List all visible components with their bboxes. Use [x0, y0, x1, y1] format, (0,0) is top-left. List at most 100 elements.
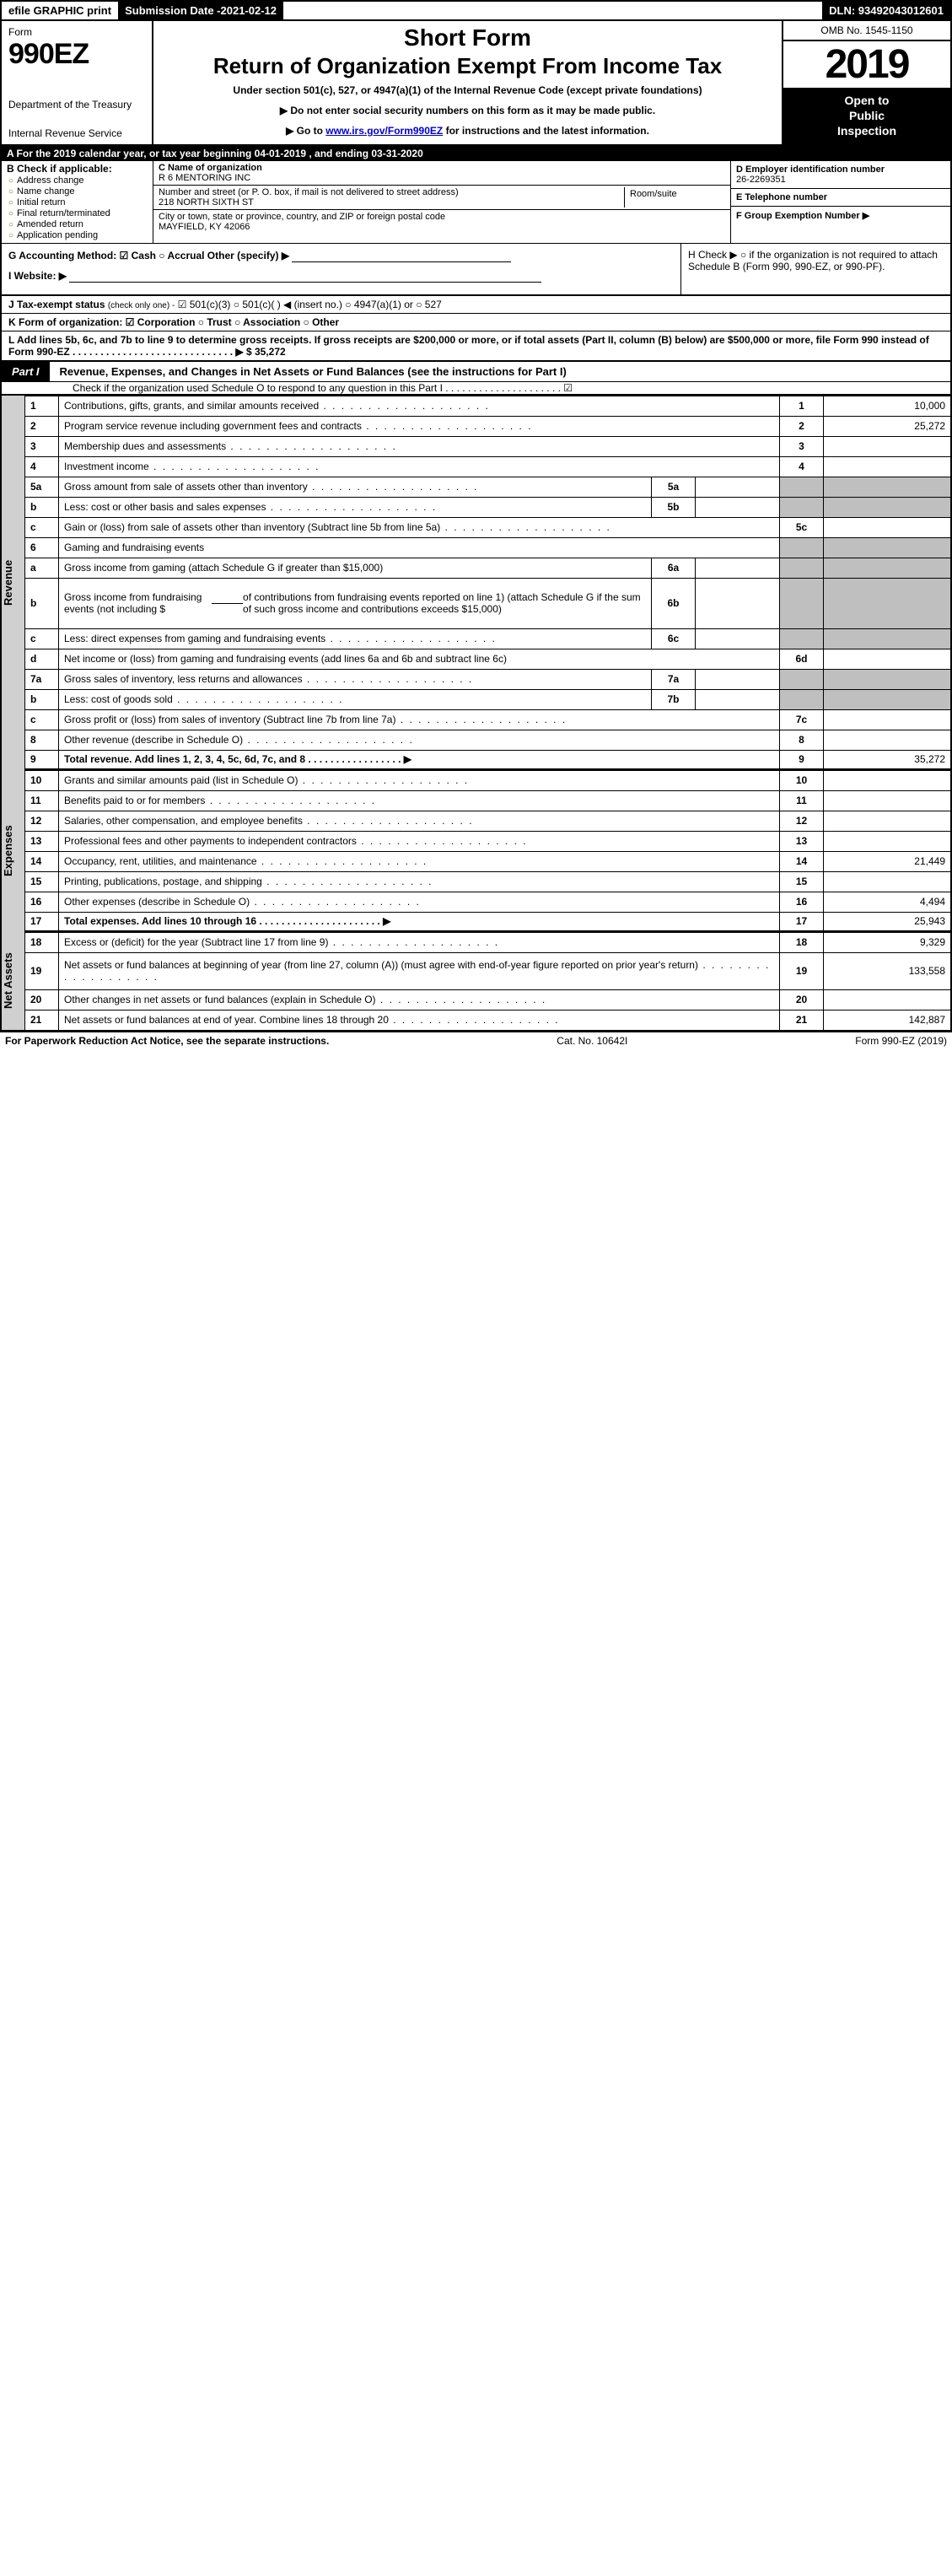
address-value: 218 NORTH SIXTH ST	[159, 197, 624, 207]
line-6b-desc: Gross income from fundraising events (no…	[59, 579, 652, 628]
line-5a-num: 5a	[25, 477, 59, 497]
checkbox-name-change[interactable]: Name change	[8, 186, 148, 197]
net-assets-side-col: Net Assets	[2, 932, 25, 1030]
line-14-rn: 14	[780, 852, 824, 871]
line-a-tax-year: A For the 2019 calendar year, or tax yea…	[0, 146, 952, 161]
form-word: Form	[8, 26, 145, 38]
instruct-2-pre: ▶ Go to	[286, 125, 325, 137]
accounting-other-input[interactable]	[292, 249, 511, 262]
line-k: K Form of organization: ☑ Corporation ○ …	[0, 314, 952, 331]
line-6b-desc-1: Gross income from fundraising events (no…	[64, 591, 212, 615]
short-form-title: Short Form	[162, 24, 773, 51]
org-name-label: C Name of organization	[159, 163, 725, 173]
line-17-rn: 17	[780, 913, 824, 930]
line-8-rn: 8	[780, 730, 824, 750]
line-8-value	[824, 730, 950, 750]
line-13: 13 Professional fees and other payments …	[25, 831, 950, 851]
omb-number: OMB No. 1545-1150	[783, 21, 950, 41]
line-6d-desc: Net income or (loss) from gaming and fun…	[59, 649, 780, 669]
line-7a-mid: 7a	[652, 670, 696, 689]
line-3: 3 Membership dues and assessments 3	[25, 436, 950, 456]
line-17-value: 25,943	[824, 913, 950, 930]
top-band-spacer	[283, 2, 822, 19]
line-5b-desc: Less: cost or other basis and sales expe…	[59, 498, 652, 517]
open-line-1: Open to	[787, 93, 947, 108]
line-16: 16 Other expenses (describe in Schedule …	[25, 892, 950, 912]
line-18-desc: Excess or (deficit) for the year (Subtra…	[59, 933, 780, 952]
irs-label: Internal Revenue Service	[8, 127, 145, 139]
ghi-left: G Accounting Method: ☑ Cash ○ Accrual Ot…	[2, 244, 680, 294]
line-19-value: 133,558	[824, 953, 950, 989]
line-7a-val-gray	[824, 670, 950, 689]
irs-form-link[interactable]: www.irs.gov/Form990EZ	[325, 125, 443, 137]
net-assets-section: Net Assets 18 Excess or (deficit) for th…	[0, 932, 952, 1032]
line-2-num: 2	[25, 417, 59, 436]
line-3-rn: 3	[780, 437, 824, 456]
checkbox-address-change[interactable]: Address change	[8, 175, 148, 186]
open-to-public-box: Open to Public Inspection	[783, 88, 950, 144]
line-18-num: 18	[25, 933, 59, 952]
efile-cell[interactable]: efile GRAPHIC print	[2, 2, 118, 19]
checkbox-final-return[interactable]: Final return/terminated	[8, 208, 148, 218]
line-21-rn: 21	[780, 1010, 824, 1030]
line-13-num: 13	[25, 832, 59, 851]
info-grid: B Check if applicable: Address change Na…	[0, 161, 952, 243]
ein-value: 26-2269351	[736, 175, 945, 185]
line-2: 2 Program service revenue including gove…	[25, 416, 950, 436]
line-10: 10 Grants and similar amounts paid (list…	[25, 770, 950, 790]
line-6b-midval	[696, 579, 780, 628]
line-14-desc: Occupancy, rent, utilities, and maintena…	[59, 852, 780, 871]
instruct-2-post: for instructions and the latest informat…	[446, 125, 649, 137]
line-4-num: 4	[25, 457, 59, 477]
line-9-desc: Total revenue. Add lines 1, 2, 3, 4, 5c,…	[59, 751, 780, 768]
line-20-num: 20	[25, 990, 59, 1010]
line-14: 14 Occupancy, rent, utilities, and maint…	[25, 851, 950, 871]
line-7b-num: b	[25, 690, 59, 709]
city-value: MAYFIELD, KY 42066	[159, 222, 725, 232]
line-10-value	[824, 771, 950, 790]
line-4-rn: 4	[780, 457, 824, 477]
checkbox-initial-return[interactable]: Initial return	[8, 197, 148, 207]
line-5c-desc: Gain or (loss) from sale of assets other…	[59, 518, 780, 537]
subdate-value: 2021-02-12	[221, 4, 277, 17]
city-row: City or town, state or province, country…	[153, 210, 730, 234]
line-7b-val-gray	[824, 690, 950, 709]
line-6c-val-gray	[824, 629, 950, 649]
line-7b-mid: 7b	[652, 690, 696, 709]
header-center: Short Form Return of Organization Exempt…	[153, 21, 782, 144]
line-14-num: 14	[25, 852, 59, 871]
col-de: D Employer identification number 26-2269…	[731, 161, 950, 243]
line-6a-num: a	[25, 558, 59, 578]
line-1-value: 10,000	[824, 396, 950, 416]
line-6c-rn-gray	[780, 629, 824, 649]
line-1-num: 1	[25, 396, 59, 416]
address-label: Number and street (or P. O. box, if mail…	[159, 187, 624, 197]
line-10-desc: Grants and similar amounts paid (list in…	[59, 771, 780, 790]
checkbox-amended-return[interactable]: Amended return	[8, 219, 148, 229]
line-5c-value	[824, 518, 950, 537]
part-1-tag: Part I	[2, 362, 50, 381]
line-6b: b Gross income from fundraising events (…	[25, 578, 950, 628]
line-7c-value	[824, 710, 950, 730]
line-15-value	[824, 872, 950, 892]
line-11-value	[824, 791, 950, 811]
line-5a-midval	[696, 477, 780, 497]
line-7a-midval	[696, 670, 780, 689]
line-7b-midval	[696, 690, 780, 709]
line-j-pre: J Tax-exempt status	[8, 299, 108, 310]
form-number: 990EZ	[8, 38, 145, 71]
line-2-desc: Program service revenue including govern…	[59, 417, 780, 436]
page-footer: For Paperwork Reduction Act Notice, see …	[0, 1032, 952, 1049]
header-left: Form 990EZ Department of the Treasury In…	[2, 21, 153, 144]
line-5a: 5a Gross amount from sale of assets othe…	[25, 477, 950, 497]
line-5b: b Less: cost or other basis and sales ex…	[25, 497, 950, 517]
line-g: G Accounting Method: ☑ Cash ○ Accrual Ot…	[8, 249, 674, 262]
line-6b-val-gray	[824, 579, 950, 628]
group-exemption-row: F Group Exemption Number ▶	[731, 207, 950, 224]
checkbox-application-pending[interactable]: Application pending	[8, 230, 148, 240]
line-1: 1 Contributions, gifts, grants, and simi…	[25, 396, 950, 416]
footer-right: Form 990-EZ (2019)	[855, 1035, 947, 1047]
line-21-num: 21	[25, 1010, 59, 1030]
website-input[interactable]	[69, 269, 541, 283]
form-header: Form 990EZ Department of the Treasury In…	[0, 21, 952, 146]
